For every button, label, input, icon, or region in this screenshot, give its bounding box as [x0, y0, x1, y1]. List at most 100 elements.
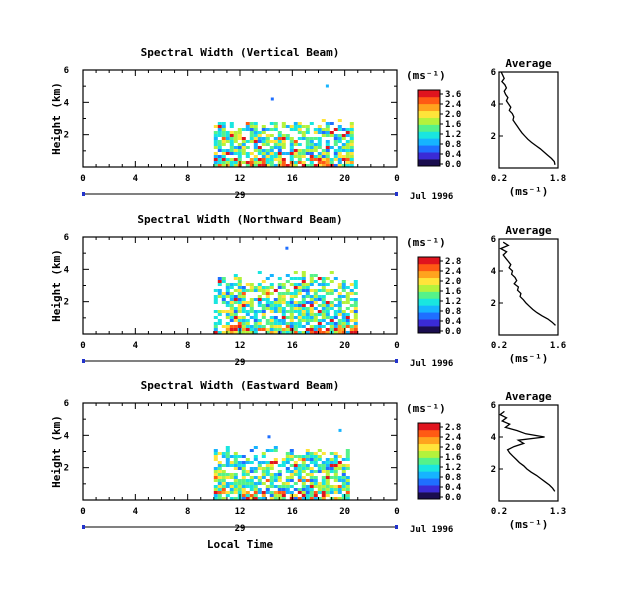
heatmap-cell — [301, 325, 306, 328]
heatmap-cell — [305, 491, 310, 494]
heatmap-cell — [273, 140, 278, 143]
heatmap-cell — [285, 304, 290, 307]
heatmap-cell — [337, 479, 342, 482]
heatmap-cell — [265, 155, 270, 158]
heatmap-cell — [265, 286, 270, 289]
heatmap-cell — [293, 301, 298, 304]
heatmap-cell — [265, 289, 270, 292]
colorbar-tick-label: 0.4 — [445, 483, 462, 493]
heatmap-cell — [297, 322, 302, 325]
colorbar-segment — [418, 159, 440, 167]
heatmap-cell — [289, 283, 294, 286]
heatmap-cell — [241, 152, 246, 155]
heatmap-cell — [249, 316, 254, 319]
heatmap-cell — [249, 122, 254, 125]
heatmap-cell — [313, 128, 318, 131]
heatmap-cell — [345, 295, 350, 298]
heatmap-cell — [293, 307, 298, 310]
heatmap-cell — [269, 485, 274, 488]
heatmap-cell — [289, 161, 294, 164]
heatmap-cell — [341, 322, 346, 325]
heatmap-cell — [341, 473, 346, 476]
heatmap-cell — [301, 164, 306, 167]
heatmap-cell — [245, 122, 250, 125]
heatmap-cell — [221, 143, 226, 146]
heatmap-cell — [321, 128, 326, 131]
heatmap-cell — [325, 164, 330, 167]
heatmap-cell — [333, 464, 338, 467]
heatmap-cell — [277, 283, 282, 286]
heatmap-cell — [281, 152, 286, 155]
heatmap-cell — [253, 467, 258, 470]
heatmap-cell — [249, 479, 254, 482]
heatmap-cell — [233, 482, 238, 485]
heatmap-cell — [321, 497, 326, 500]
heatmap-cell — [245, 470, 250, 473]
heatmap-cell — [293, 470, 298, 473]
heatmap-cell — [277, 140, 282, 143]
heatmap-cell — [213, 470, 218, 473]
heatmap-cell — [213, 155, 218, 158]
heatmap-cell — [317, 328, 322, 331]
heatmap-cell — [337, 158, 342, 161]
heatmap-cell — [233, 452, 238, 455]
heatmap-cell — [237, 298, 242, 301]
heatmap-cell — [317, 143, 322, 146]
heatmap-cell — [293, 271, 298, 274]
heatmap-cell — [293, 286, 298, 289]
heatmap-cell — [273, 473, 278, 476]
heatmap-cell — [221, 485, 226, 488]
heatmap-cell — [301, 161, 306, 164]
colorbar-segment — [418, 257, 440, 265]
heatmap-cell — [353, 280, 358, 283]
heatmap-cell — [265, 470, 270, 473]
heatmap-cell — [353, 304, 358, 307]
heatmap-cell — [245, 125, 250, 128]
heatmap-cell — [225, 304, 230, 307]
heatmap-cell — [249, 307, 254, 310]
heatmap-cell — [229, 164, 234, 167]
colorbar-segment — [418, 429, 440, 438]
heatmap-cell — [313, 143, 318, 146]
heatmap-cell — [213, 328, 218, 331]
heatmap-cell — [269, 134, 274, 137]
heatmap-cell — [245, 310, 250, 313]
heatmap-cell — [325, 488, 330, 491]
heatmap-cell — [341, 319, 346, 322]
heatmap-cell — [313, 464, 318, 467]
heatmap-cell — [221, 301, 226, 304]
heatmap-cell — [337, 497, 342, 500]
heatmap-cell — [341, 488, 346, 491]
heatmap-cell — [301, 283, 306, 286]
heatmap-cell — [213, 494, 218, 497]
heatmap-cell — [329, 316, 334, 319]
heatmap-cell — [333, 328, 338, 331]
heatmap-cell — [329, 271, 334, 274]
heatmap-cell — [341, 482, 346, 485]
heatmap-cell — [285, 310, 290, 313]
heatmap-cell — [265, 137, 270, 140]
heatmap-cell — [317, 146, 322, 149]
heatmap-cell — [325, 322, 330, 325]
heatmap-cell — [277, 158, 282, 161]
heatmap-cell — [301, 131, 306, 134]
heatmap-cell — [265, 464, 270, 467]
heatmap-cell — [241, 455, 246, 458]
heatmap-cell — [245, 325, 250, 328]
heatmap-cell — [229, 328, 234, 331]
heatmap-cell — [297, 464, 302, 467]
heatmap-cell — [309, 158, 314, 161]
colorbar-segment — [418, 110, 440, 118]
heatmap-cell — [305, 319, 310, 322]
heatmap-cell — [241, 128, 246, 131]
colorbar-segment — [418, 96, 440, 105]
heatmap-cell — [349, 328, 354, 331]
heatmap-cell — [225, 485, 230, 488]
average-frame — [498, 238, 559, 336]
heatmap-cell — [333, 455, 338, 458]
heatmap-cell — [349, 283, 354, 286]
heatmap-cell — [265, 152, 270, 155]
heatmap-cell — [229, 286, 234, 289]
heatmap-cell — [301, 280, 306, 283]
panel-2: Spectral Width (Northward Beam) Height (k… — [50, 213, 566, 369]
